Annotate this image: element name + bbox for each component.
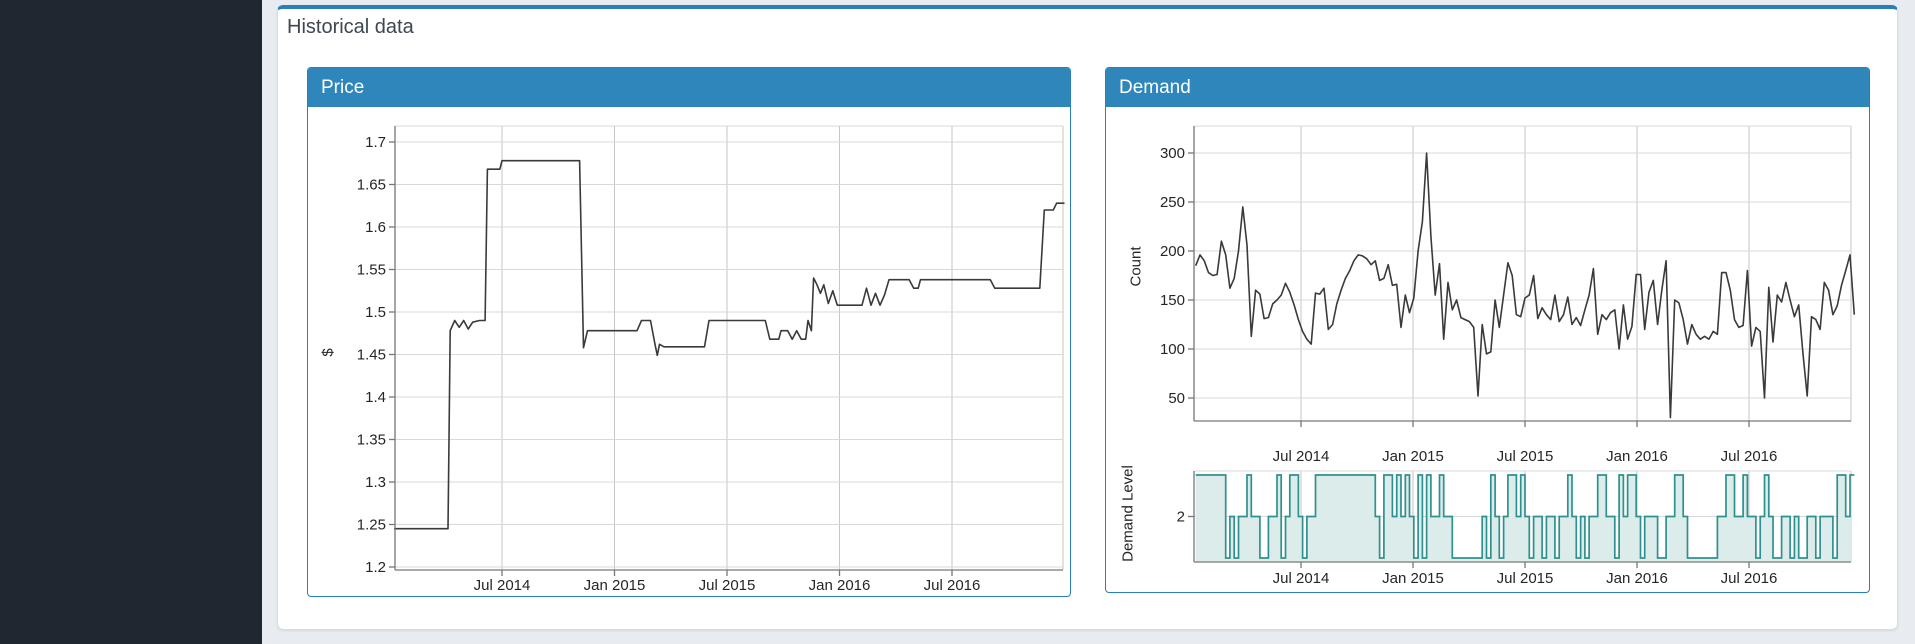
y-tick-label: 1.6 xyxy=(365,219,386,236)
series-line xyxy=(394,159,1065,530)
series-line xyxy=(1194,152,1856,419)
price-y-axis-label: $ xyxy=(319,348,337,357)
demand-level-area xyxy=(1195,475,1855,562)
x-tick-label: Jul 2016 xyxy=(1721,448,1778,465)
x-tick-label: Jul 2015 xyxy=(699,577,756,594)
y-tick-label: 50 xyxy=(1168,390,1185,407)
demand-level-y-axis-label: Demand Level xyxy=(1119,465,1137,562)
price-panel: Price 1.7 1.65 1.6 1.55 1.5 1.45 1.4 1.35 1.3 1.2… xyxy=(307,67,1071,597)
y-tick-label: 1.5 xyxy=(365,304,386,321)
y-tick-label: 1.4 xyxy=(365,389,386,406)
page-title: Historical data xyxy=(287,16,414,38)
y-tick-label: 1.25 xyxy=(357,517,386,534)
x-tick-label: Jan 2016 xyxy=(1606,448,1668,465)
x-tick-label: Jan 2015 xyxy=(1382,448,1444,465)
y-tick-label: 1.2 xyxy=(365,559,386,576)
x-tick-label: Jul 2015 xyxy=(1497,570,1554,587)
x-tick-label: Jul 2016 xyxy=(924,577,981,594)
x-tick-label: Jan 2016 xyxy=(809,577,871,594)
x-tick-label: Jan 2015 xyxy=(1382,570,1444,587)
x-tick-label: Jul 2014 xyxy=(1273,570,1330,587)
y-tick-label: 300 xyxy=(1160,145,1185,162)
x-tick-label: Jan 2016 xyxy=(1606,570,1668,587)
x-tick-label: Jul 2014 xyxy=(1273,448,1330,465)
demand-panel-title: Demand xyxy=(1119,77,1191,98)
demand-panel: Demand 300 250 200 150 100 50 Jul 2014 Jan 2015… xyxy=(1105,67,1870,593)
y-tick-label: 1.45 xyxy=(357,347,386,364)
x-tick-label: Jan 2015 xyxy=(584,577,646,594)
y-tick-label: 250 xyxy=(1160,194,1185,211)
x-tick-label: Jul 2016 xyxy=(1721,570,1778,587)
sidebar xyxy=(0,0,262,644)
demand-count-chart: 300 250 200 150 100 50 Jul 2014 Jan 2015 Jul 201… xyxy=(1160,125,1856,465)
y-tick-label: 1.7 xyxy=(365,134,386,151)
price-panel-header: Price xyxy=(308,68,1070,107)
demand-panel-header: Demand xyxy=(1106,68,1869,107)
x-tick-label: Jul 2014 xyxy=(474,577,531,594)
x-tick-label: Jul 2015 xyxy=(1497,448,1554,465)
y-tick-label: 150 xyxy=(1160,292,1185,309)
demand-count-y-axis-label: Count xyxy=(1127,246,1145,287)
y-tick-label: 1.35 xyxy=(357,432,386,449)
demand-level-chart: 2 Jul 2014 Jan 2015 Jul 2015 Jan 2016 Jul 201… xyxy=(1177,470,1855,587)
y-tick-label: 1.55 xyxy=(357,262,386,279)
y-tick-label: 1.65 xyxy=(357,177,386,194)
y-tick-label: 1.3 xyxy=(365,474,386,491)
price-chart: 1.7 1.65 1.6 1.55 1.5 1.45 1.4 1.35 1.3 1.25 1.2 Ju… xyxy=(357,125,1065,594)
y-tick-label: 200 xyxy=(1160,243,1185,260)
price-panel-title: Price xyxy=(321,77,365,98)
demand-level-line xyxy=(1195,474,1855,559)
y-tick-label: 2 xyxy=(1177,509,1185,526)
y-tick-label: 100 xyxy=(1160,341,1185,358)
